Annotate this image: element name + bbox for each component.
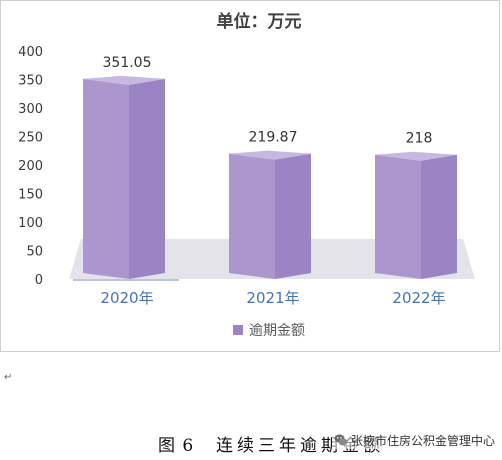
bar — [229, 150, 311, 279]
y-tick-label: 350 — [18, 74, 43, 89]
paragraph-mark: ↵ — [4, 372, 13, 383]
watermark-text: 张掖市住房公积金管理中心 — [351, 433, 496, 448]
bar-chart: 单位：万元 0 50 100 150 200 250 300 350 400 351.05 219… — [18, 11, 475, 339]
bar-front-face — [229, 153, 275, 279]
y-tick-label: 150 — [18, 188, 43, 203]
y-tick-label: 50 — [26, 245, 43, 260]
legend-label: 逾期金额 — [249, 323, 305, 339]
x-tick-label: 2022年 — [392, 289, 445, 307]
data-label: 218 — [406, 131, 433, 147]
data-label: 219.87 — [249, 130, 298, 146]
x-tick-label: 2021年 — [246, 289, 299, 307]
y-tick-label: 300 — [18, 102, 43, 117]
y-tick-label: 200 — [18, 159, 43, 174]
bar-side-face — [275, 153, 311, 279]
chart-frame: 单位：万元 0 50 100 150 200 250 300 350 400 351.05 219… — [0, 0, 500, 352]
bar-side-face — [129, 78, 165, 280]
data-labels: 351.05 219.87 218 — [103, 55, 433, 147]
y-tick-label: 400 — [18, 45, 43, 60]
bar-front-face — [375, 154, 421, 279]
legend: 逾期金额 — [233, 323, 305, 339]
bar — [83, 75, 165, 280]
bar-front-face — [83, 78, 129, 280]
y-axis-ticks: 0 50 100 150 200 250 300 350 400 — [18, 45, 43, 288]
chart-title: 单位：万元 — [217, 11, 302, 32]
wechat-icon — [334, 434, 348, 446]
data-label: 351.05 — [103, 55, 152, 71]
watermark: 张掖市住房公积金管理中心 — [332, 431, 498, 449]
bar-top-face — [229, 150, 311, 160]
bar-top-face — [375, 151, 457, 161]
x-axis-ticks: 2020年 2021年 2022年 — [100, 289, 445, 307]
bar — [375, 151, 457, 279]
x-tick-label: 2020年 — [100, 289, 153, 307]
y-tick-label: 0 — [35, 273, 43, 288]
bar-side-face — [421, 154, 457, 279]
y-tick-label: 250 — [18, 131, 43, 146]
legend-swatch — [233, 325, 243, 335]
y-tick-label: 100 — [18, 216, 43, 231]
bar-top-face — [83, 75, 165, 85]
bars — [83, 75, 457, 280]
caption-figure-number: 图 6 — [158, 436, 195, 456]
